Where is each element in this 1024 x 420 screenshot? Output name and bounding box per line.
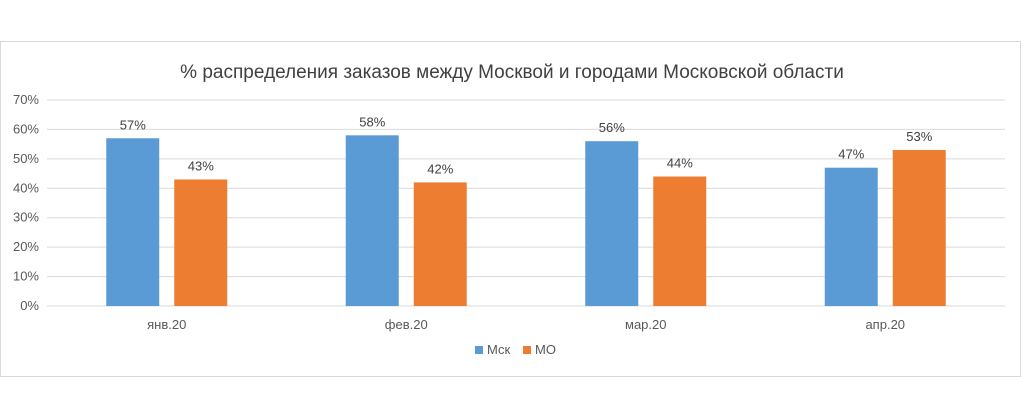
bar-mo (892, 150, 946, 306)
bar-msk (585, 141, 639, 306)
y-tick-label: 0% (20, 298, 39, 313)
bar-msk (824, 167, 878, 306)
data-label: 53% (906, 129, 932, 144)
y-tick-label: 20% (13, 239, 39, 254)
bars (106, 135, 946, 306)
legend: Мск МО (475, 342, 556, 357)
legend-swatch-mo (523, 346, 531, 354)
bar-msk (106, 138, 160, 306)
chart-title: % распределения заказов между Москвой и … (180, 62, 844, 83)
chart-area: % распределения заказов между Москвой и … (0, 41, 1021, 377)
x-axis-ticks: янв.20 фев.20 мар.20 апр.20 (147, 317, 905, 332)
data-label: 57% (120, 117, 146, 132)
x-tick-label: апр.20 (865, 317, 905, 332)
data-label: 44% (667, 156, 693, 171)
x-tick-label: фев.20 (385, 317, 428, 332)
bar-mo (174, 179, 228, 306)
bar-mo (413, 182, 467, 306)
data-label: 58% (359, 114, 385, 129)
y-axis-ticks: 0% 10% 20% 30% 40% 50% 60% 70% (13, 92, 39, 313)
bar-chart: % распределения заказов между Москвой и … (13, 62, 1005, 357)
y-tick-label: 30% (13, 210, 39, 225)
legend-label-msk: Мск (487, 342, 510, 357)
y-tick-label: 70% (13, 92, 39, 107)
data-labels: 57% 43% 58% 42% 56% 44% 47% 53% (120, 114, 933, 176)
data-label: 42% (427, 161, 453, 176)
data-label: 47% (838, 147, 864, 162)
data-label: 56% (599, 120, 625, 135)
y-tick-label: 50% (13, 151, 39, 166)
y-tick-label: 60% (13, 121, 39, 136)
x-tick-label: янв.20 (147, 317, 186, 332)
legend-label-mo: МО (535, 342, 556, 357)
legend-swatch-msk (475, 346, 483, 354)
data-label: 43% (188, 158, 214, 173)
bar-msk (345, 135, 399, 306)
y-tick-label: 10% (13, 269, 39, 284)
y-tick-label: 40% (13, 180, 39, 195)
bar-mo (653, 176, 707, 306)
x-tick-label: мар.20 (625, 317, 666, 332)
